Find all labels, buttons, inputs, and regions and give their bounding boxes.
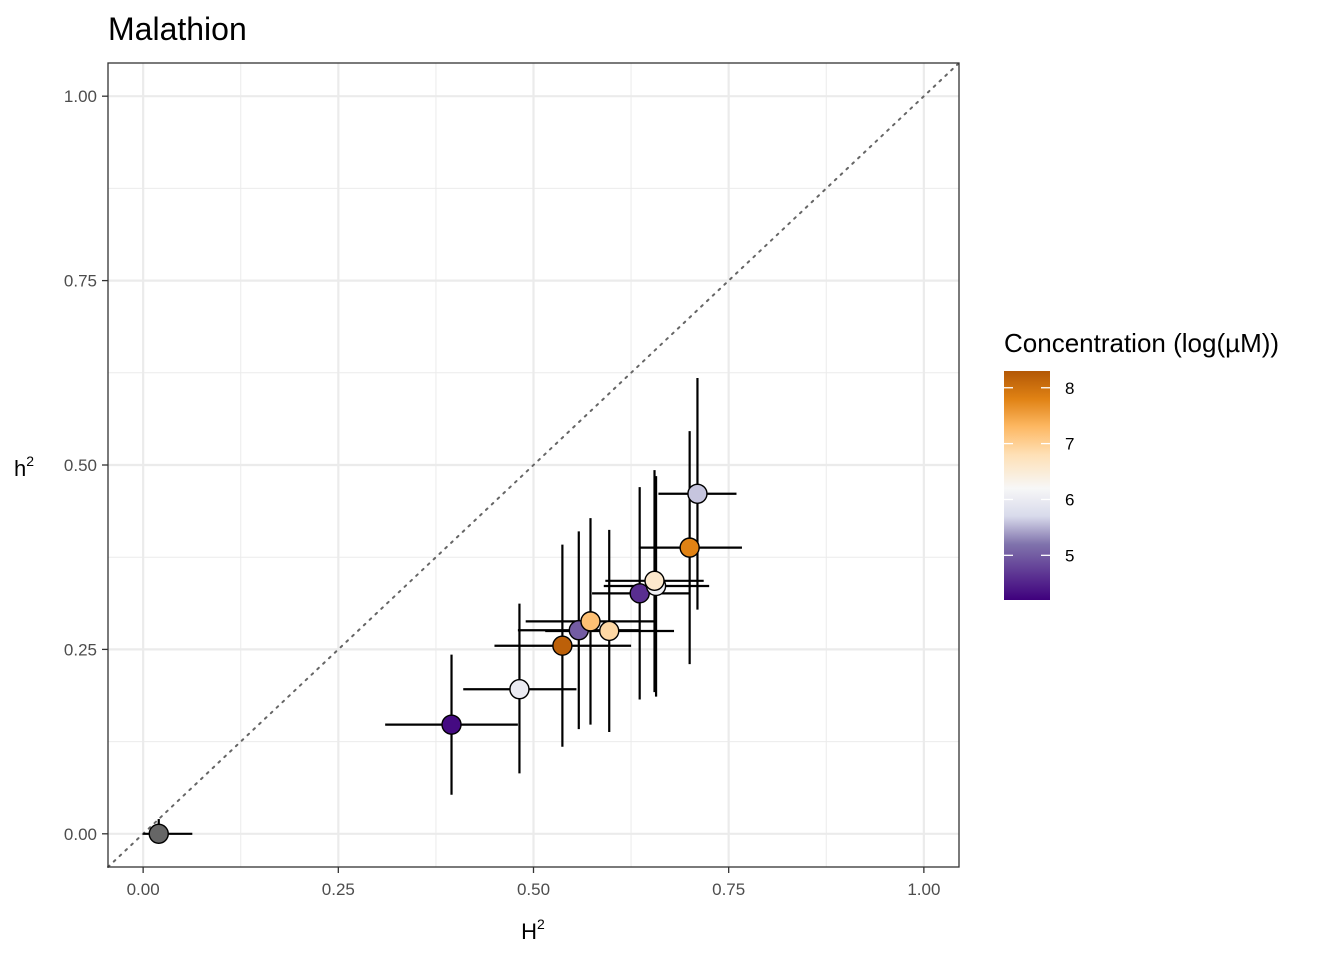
legend-title: Concentration (log(µM)) — [1004, 328, 1279, 358]
legend-tick-label: 7 — [1065, 435, 1074, 454]
data-point — [441, 714, 462, 735]
x-tick-label: 0.50 — [517, 880, 550, 899]
data-point — [148, 823, 169, 845]
legend-tick-label: 8 — [1065, 379, 1074, 398]
data-point — [644, 570, 665, 592]
y-axis: 0.00 0.25 0.50 0.75 1.00 — [64, 87, 108, 844]
y-axis-label: h2 — [14, 453, 34, 481]
data-point — [580, 611, 601, 632]
data-point — [509, 679, 530, 700]
chart-title: Malathion — [108, 11, 247, 47]
x-axis-label: H2 — [521, 916, 545, 944]
x-tick-label: 0.25 — [322, 880, 355, 899]
data-point — [679, 537, 700, 558]
identity-reference-line — [107, 62, 960, 868]
y-tick-label: 0.25 — [64, 640, 97, 659]
y-tick-label: 1.00 — [64, 87, 97, 106]
x-axis: 0.00 0.25 0.50 0.75 1.00 — [127, 867, 940, 899]
x-tick-label: 1.00 — [907, 880, 940, 899]
x-tick-label: 0.00 — [127, 880, 160, 899]
data-point — [552, 635, 573, 656]
legend-colorbar — [1004, 371, 1050, 600]
y-tick-label: 0.50 — [64, 456, 97, 475]
legend-tick-label: 5 — [1065, 546, 1074, 565]
x-tick-label: 0.75 — [712, 880, 745, 899]
y-tick-label: 0.75 — [64, 272, 97, 291]
legend-ticks: 5 6 7 8 — [1004, 379, 1074, 565]
y-tick-label: 0.00 — [64, 825, 97, 844]
data-point — [687, 483, 708, 504]
data-point — [599, 620, 620, 642]
data-points — [148, 483, 708, 845]
legend-tick-label: 6 — [1065, 490, 1074, 509]
